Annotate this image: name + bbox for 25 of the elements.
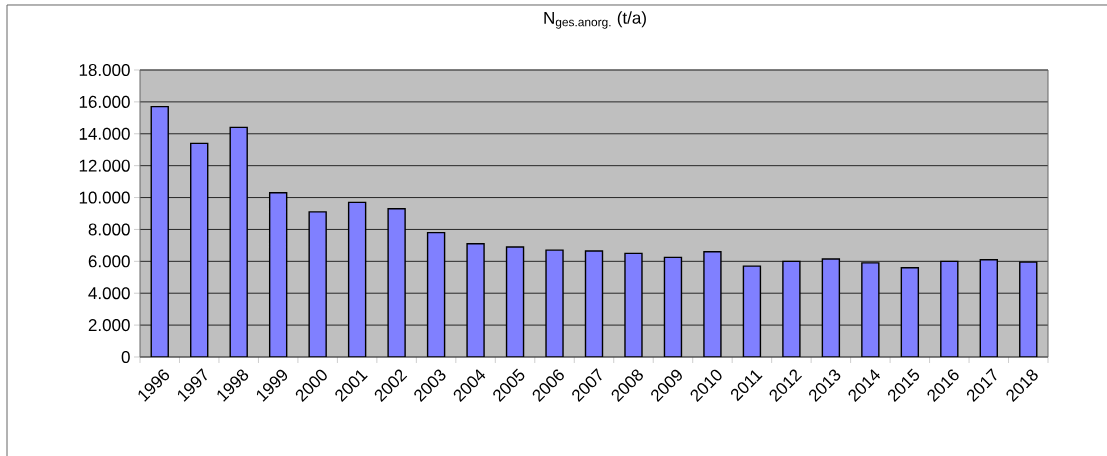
- bar: [1019, 261, 1038, 357]
- bar: [663, 256, 683, 357]
- bar: [426, 231, 446, 357]
- bar: [505, 246, 525, 357]
- chart-title: N$_{ges.anorg.}$ (t/a): [544, 11, 646, 29]
- y-tick-label: 10.000: [79, 191, 130, 204]
- bar: [742, 265, 762, 357]
- y-tick-label: 12.000: [79, 159, 130, 172]
- bar: [190, 142, 209, 357]
- y-tick-label: 16.000: [79, 95, 130, 108]
- y-tick-label: 2.000: [88, 319, 130, 332]
- bar: [268, 192, 288, 357]
- y-tick-label: 6.000: [88, 255, 130, 268]
- bar: [900, 267, 920, 357]
- y-tick-label: 18.000: [79, 63, 130, 77]
- bar: [979, 259, 998, 357]
- bar: [584, 250, 604, 357]
- y-tick-label: 8.000: [88, 223, 130, 236]
- y-tick-label: 0: [121, 350, 130, 364]
- y-tick-label: 4.000: [88, 287, 130, 300]
- bar: [821, 258, 841, 357]
- y-tick-label: 14.000: [79, 127, 130, 140]
- bar: [229, 126, 248, 357]
- bar: [150, 105, 169, 357]
- bar: [347, 201, 367, 357]
